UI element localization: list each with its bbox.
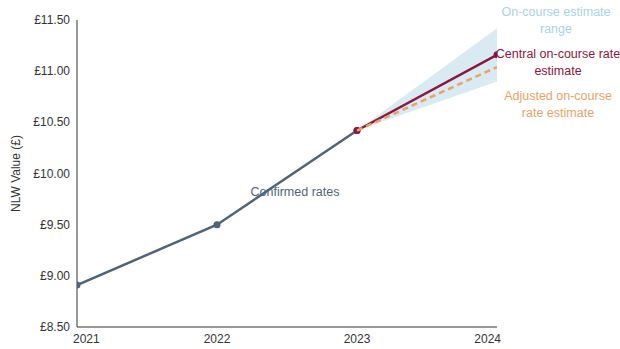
x-axis [77, 327, 497, 328]
y-axis-title: NLW Value (£) [9, 135, 23, 212]
y-tick-label: £9.00 [40, 269, 70, 283]
y-tick-label: £11.00 [34, 64, 70, 78]
series-label-line: estimate [534, 64, 581, 78]
y-tick-label: £10.50 [33, 115, 70, 129]
x-tick-label: 2021 [73, 332, 100, 346]
series-line [357, 67, 497, 130]
series-label-line: On-course estimate [501, 5, 610, 19]
plot-area [77, 28, 497, 288]
series-label-line: rate estimate [522, 106, 594, 120]
series-label: Central on-course rate estimate [496, 47, 620, 78]
chart: £8.50 £9.00 £9.50 £10.00 £10.50 £11.00 £11.50 2… [0, 0, 620, 349]
y-tick-label: £10.00 [33, 167, 70, 181]
series-label-line: Central on-course rate [496, 47, 620, 61]
series-point [214, 221, 221, 228]
y-tick-label: £9.50 [40, 218, 70, 232]
y-tick-label: £11.50 [34, 13, 70, 27]
range-band [357, 28, 497, 130]
series-label: Confirmed rates [251, 185, 340, 199]
series-label: On-course estimate range [501, 5, 610, 36]
series-label-line: range [540, 22, 572, 36]
series-line [357, 55, 497, 131]
x-tick-label: 2022 [204, 332, 231, 346]
x-tick-label: 2024 [474, 332, 501, 346]
y-tick-label: £8.50 [40, 320, 70, 334]
series-label: Adjusted on-course rate estimate [504, 89, 612, 120]
series-label-line: Confirmed rates [251, 185, 340, 199]
series-point [77, 282, 81, 289]
x-tick-label: 2023 [344, 332, 371, 346]
series-line [77, 131, 357, 286]
y-axis [77, 20, 78, 327]
series-label-line: Adjusted on-course [504, 89, 612, 103]
